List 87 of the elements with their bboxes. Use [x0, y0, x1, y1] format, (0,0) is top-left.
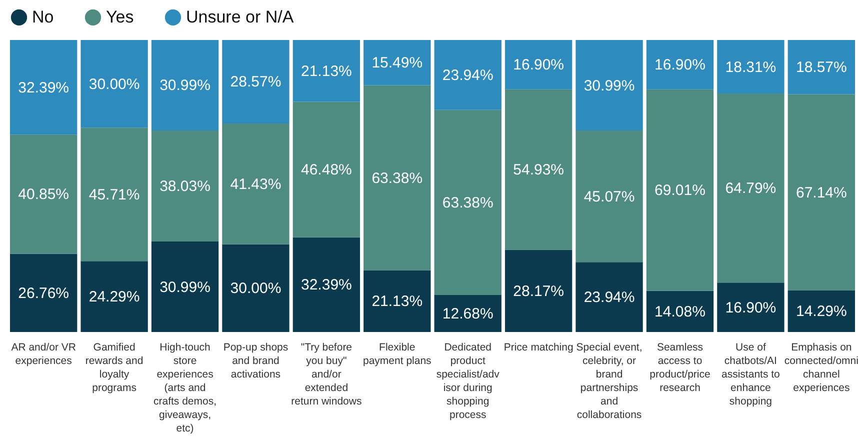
- bar: [222, 123, 290, 244]
- data-label: 23.94%: [584, 289, 635, 306]
- data-label: 18.57%: [796, 59, 847, 76]
- x-tick-label: Dedicated product specialist/advisor during shopping process: [436, 342, 500, 421]
- x-tick-label: High-touch store experiences (arts and crafts demos, giveaways, etc): [153, 342, 217, 434]
- bar: [434, 294, 502, 332]
- bar: [151, 40, 219, 130]
- data-label: 30.99%: [160, 77, 210, 94]
- bar: [80, 261, 148, 332]
- bar: [504, 89, 572, 250]
- data-label: 67.14%: [796, 184, 847, 202]
- data-label: 14.08%: [654, 303, 706, 320]
- data-label: 16.90%: [654, 56, 706, 74]
- data-label: 21.13%: [300, 62, 352, 80]
- x-tick-label: Seamless access to product/price research: [650, 342, 710, 394]
- data-label: 30.00%: [230, 280, 282, 298]
- data-label: 30.99%: [160, 278, 210, 296]
- x-tick-label: Special event, celebrity, or brand partnerships and collaborations: [576, 342, 642, 421]
- data-label: 16.90%: [725, 299, 776, 316]
- bar: [576, 262, 643, 332]
- bar: [10, 254, 78, 332]
- bar: [10, 134, 78, 254]
- x-tick-label: AR and/or VR experiences: [11, 342, 76, 367]
- bar: [10, 40, 78, 135]
- data-label: 16.90%: [513, 56, 564, 74]
- data-label: 14.29%: [796, 303, 847, 320]
- data-label: 40.85%: [18, 186, 70, 204]
- data-label: 30.99%: [584, 77, 635, 94]
- data-label: 54.93%: [513, 162, 564, 179]
- legend-label: Unsure or N/A: [186, 7, 294, 26]
- data-label: 45.71%: [88, 186, 140, 204]
- data-label: 15.49%: [372, 54, 423, 72]
- bar: [788, 40, 855, 94]
- bar: [292, 40, 360, 102]
- bar: [364, 85, 431, 270]
- bar: [576, 40, 643, 131]
- data-label: 28.17%: [513, 282, 564, 300]
- bar: [434, 40, 502, 110]
- data-label: 32.39%: [18, 79, 70, 96]
- bar: [364, 40, 431, 86]
- data-label: 26.76%: [18, 284, 70, 302]
- bar: [364, 270, 431, 332]
- x-tick-label: Use of chatbots/AI assistants to enhance shopping: [722, 342, 780, 408]
- data-label: 23.94%: [442, 66, 494, 84]
- bar: [504, 250, 572, 332]
- data-label: 69.01%: [654, 182, 706, 200]
- data-label: 32.39%: [300, 276, 352, 294]
- bar: [646, 40, 714, 90]
- bar: [434, 110, 502, 295]
- x-tick-label: Pop-up shops and brand activations: [223, 342, 288, 380]
- data-label: 41.43%: [230, 176, 282, 193]
- data-label: 30.00%: [88, 76, 140, 93]
- bar: [151, 242, 219, 332]
- bar: [788, 290, 855, 332]
- bar: [222, 244, 290, 332]
- bar: [717, 93, 784, 283]
- bar: [151, 130, 219, 242]
- bar: [646, 89, 714, 291]
- bar: [504, 40, 572, 90]
- data-label: 63.38%: [372, 170, 423, 187]
- data-label: 12.68%: [442, 305, 494, 322]
- x-tick-label: Gamified rewards and loyalty programs: [85, 342, 144, 394]
- bar: [80, 128, 148, 262]
- bar: [80, 40, 148, 128]
- data-label: 24.29%: [88, 288, 140, 306]
- x-tick-label: Flexible payment plans: [362, 342, 432, 367]
- x-tick-label: Price matching: [504, 342, 574, 354]
- legend-label: Yes: [106, 7, 134, 26]
- data-label: 63.38%: [442, 194, 494, 212]
- bar: [788, 94, 855, 290]
- bar: [222, 40, 290, 124]
- data-label: 45.07%: [584, 188, 635, 206]
- bar: [646, 290, 714, 332]
- bar: [292, 237, 360, 332]
- bar: [292, 102, 360, 238]
- bar: [717, 40, 784, 94]
- x-tick-label: Emphasis on connected/omnichannel experiences: [784, 342, 858, 394]
- data-label: 64.79%: [725, 180, 776, 198]
- bar: [717, 282, 784, 332]
- data-label: 38.03%: [160, 178, 210, 195]
- legend-label: No: [32, 7, 54, 26]
- data-label: 46.48%: [300, 162, 352, 179]
- bar: [576, 130, 643, 262]
- data-label: 18.31%: [725, 58, 776, 76]
- x-tick-label: "Try before you buy" and/or extended return windows: [291, 342, 362, 408]
- data-label: 28.57%: [230, 74, 282, 91]
- data-label: 21.13%: [372, 293, 423, 310]
